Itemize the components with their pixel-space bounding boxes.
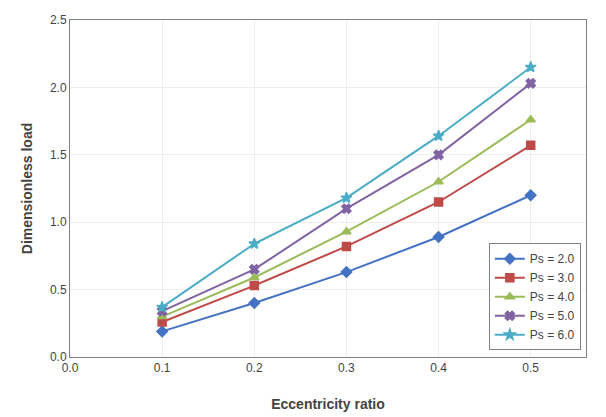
svg-text:Ps = 2.0: Ps = 2.0 xyxy=(530,252,575,266)
svg-text:Ps = 5.0: Ps = 5.0 xyxy=(530,309,575,323)
svg-text:1.5: 1.5 xyxy=(50,148,67,162)
svg-text:2.5: 2.5 xyxy=(50,13,67,27)
svg-text:0.4: 0.4 xyxy=(430,361,447,375)
svg-text:0.5: 0.5 xyxy=(50,283,67,297)
svg-text:Ps = 3.0: Ps = 3.0 xyxy=(530,271,575,285)
svg-text:Dimensionless load: Dimensionless load xyxy=(19,123,35,254)
svg-text:1.0: 1.0 xyxy=(50,215,67,229)
svg-text:0.1: 0.1 xyxy=(154,361,171,375)
svg-text:0.3: 0.3 xyxy=(338,361,355,375)
svg-text:2.0: 2.0 xyxy=(50,81,67,95)
svg-text:0.2: 0.2 xyxy=(246,361,263,375)
svg-text:0.0: 0.0 xyxy=(50,350,67,364)
svg-text:Ps = 6.0: Ps = 6.0 xyxy=(530,328,575,342)
svg-text:Eccentricity ratio: Eccentricity ratio xyxy=(271,396,385,412)
svg-text:Ps = 4.0: Ps = 4.0 xyxy=(530,290,575,304)
svg-text:0.5: 0.5 xyxy=(522,361,539,375)
svg-text:0.0: 0.0 xyxy=(62,361,79,375)
